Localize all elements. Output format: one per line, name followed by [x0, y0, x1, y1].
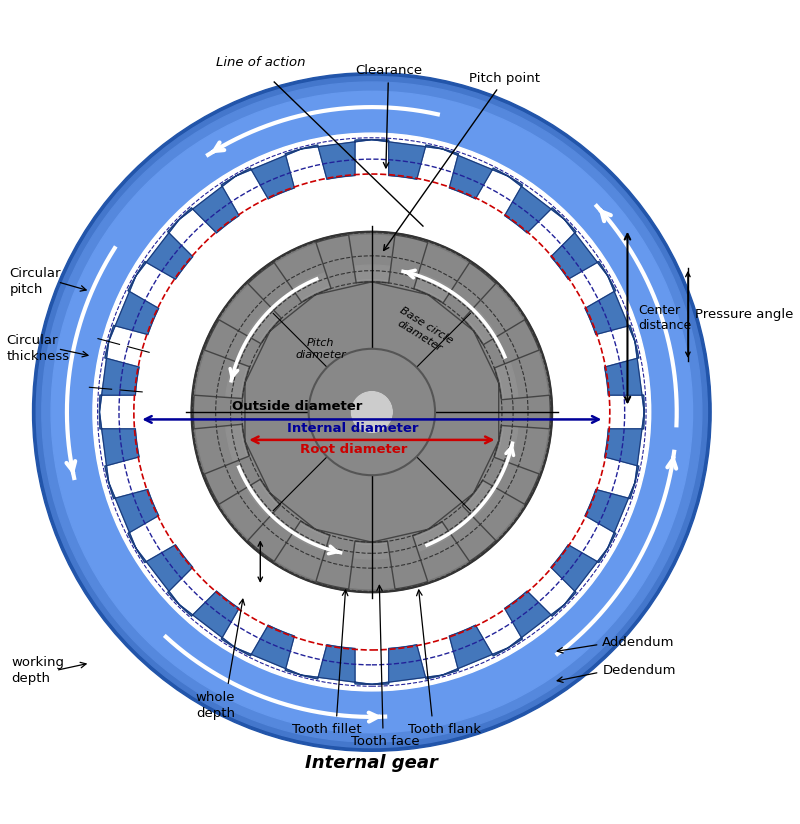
- Circle shape: [195, 236, 549, 588]
- Polygon shape: [109, 276, 158, 341]
- Polygon shape: [315, 529, 372, 589]
- Polygon shape: [372, 235, 428, 295]
- Text: Internal diameter: Internal diameter: [287, 423, 419, 435]
- Circle shape: [36, 77, 707, 747]
- Circle shape: [51, 91, 693, 733]
- Text: Addendum: Addendum: [602, 636, 675, 649]
- Circle shape: [293, 333, 451, 491]
- Polygon shape: [205, 320, 270, 383]
- Text: Clearance: Clearance: [355, 64, 422, 168]
- Polygon shape: [109, 483, 158, 548]
- Polygon shape: [302, 139, 372, 180]
- Circle shape: [241, 281, 503, 543]
- Circle shape: [240, 280, 504, 544]
- Circle shape: [309, 349, 435, 475]
- Circle shape: [309, 349, 435, 475]
- Text: Dedendum: Dedendum: [602, 664, 676, 677]
- Polygon shape: [315, 235, 372, 295]
- Polygon shape: [605, 341, 644, 412]
- Polygon shape: [474, 320, 539, 383]
- Polygon shape: [136, 545, 193, 605]
- Text: Tooth flank: Tooth flank: [408, 723, 481, 737]
- Polygon shape: [585, 483, 635, 548]
- Text: Internal gear: Internal gear: [306, 754, 438, 772]
- Text: Line of action: Line of action: [216, 56, 305, 69]
- Circle shape: [209, 250, 534, 574]
- Text: Tooth face: Tooth face: [351, 736, 420, 748]
- Text: Tooth fillet: Tooth fillet: [293, 723, 362, 737]
- Text: working
depth: working depth: [11, 656, 64, 685]
- Circle shape: [191, 232, 552, 592]
- Circle shape: [42, 82, 702, 742]
- Polygon shape: [248, 493, 315, 561]
- Text: Pitch
diameter: Pitch diameter: [295, 338, 346, 360]
- Text: Pressure angle: Pressure angle: [695, 308, 794, 321]
- Text: Root diameter: Root diameter: [299, 443, 407, 456]
- Polygon shape: [498, 383, 550, 441]
- Text: Outside diameter: Outside diameter: [232, 400, 362, 413]
- Polygon shape: [372, 529, 428, 589]
- Polygon shape: [99, 341, 139, 412]
- Polygon shape: [474, 441, 539, 504]
- Polygon shape: [99, 412, 139, 483]
- Polygon shape: [236, 625, 302, 675]
- Polygon shape: [505, 591, 565, 648]
- Polygon shape: [428, 493, 496, 561]
- Polygon shape: [236, 149, 302, 199]
- Polygon shape: [505, 176, 565, 233]
- Circle shape: [274, 315, 470, 509]
- Polygon shape: [248, 263, 315, 331]
- Polygon shape: [372, 139, 442, 180]
- Polygon shape: [442, 149, 508, 199]
- Text: Pitch point: Pitch point: [384, 72, 541, 250]
- Polygon shape: [179, 591, 239, 648]
- Polygon shape: [551, 219, 608, 279]
- Text: Center
distance: Center distance: [638, 304, 692, 332]
- Polygon shape: [372, 644, 442, 685]
- Circle shape: [137, 177, 607, 647]
- Circle shape: [256, 296, 488, 528]
- Polygon shape: [136, 219, 193, 279]
- Polygon shape: [551, 545, 608, 605]
- Polygon shape: [194, 383, 245, 441]
- Polygon shape: [205, 441, 270, 504]
- Polygon shape: [302, 644, 372, 685]
- Circle shape: [93, 133, 650, 691]
- Circle shape: [225, 265, 518, 559]
- Circle shape: [33, 73, 711, 751]
- Text: whole
depth: whole depth: [196, 691, 235, 720]
- Polygon shape: [179, 176, 239, 233]
- Text: Base circle
diameter: Base circle diameter: [391, 305, 454, 356]
- Polygon shape: [428, 263, 496, 331]
- Polygon shape: [442, 625, 508, 675]
- Circle shape: [28, 68, 716, 756]
- Polygon shape: [585, 276, 635, 341]
- Polygon shape: [605, 412, 644, 483]
- Text: Circular
pitch: Circular pitch: [10, 267, 61, 297]
- Text: Circular
thickness: Circular thickness: [6, 335, 70, 363]
- Circle shape: [351, 391, 392, 433]
